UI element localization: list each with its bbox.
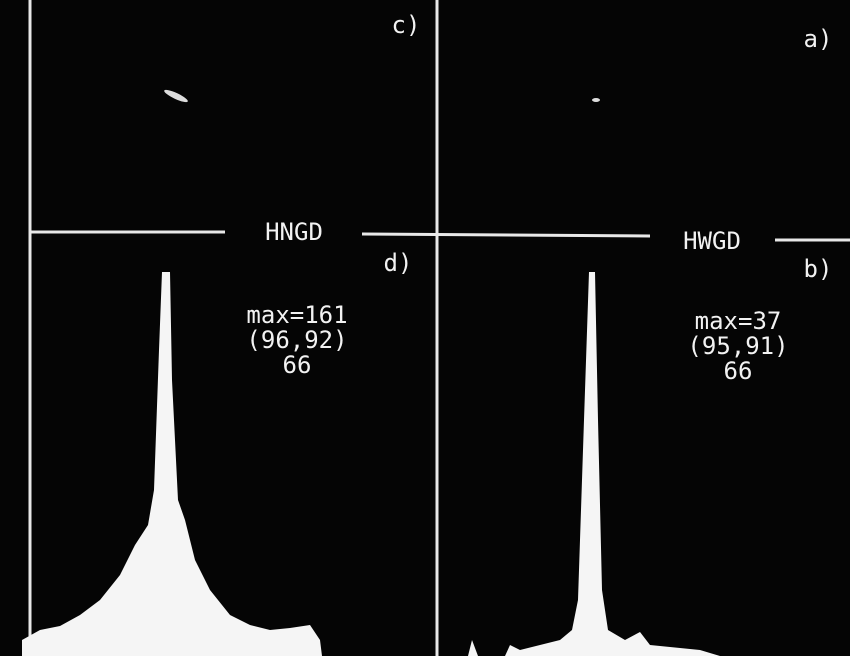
panel-label: a) [804, 25, 833, 53]
stat-text: max=161 [246, 301, 347, 329]
stat-text: 66 [283, 351, 312, 379]
page: {"panels": { "left": {"top_label": "c)",… [0, 0, 850, 656]
panel-title: HNGD [265, 218, 323, 246]
stat-text: 66 [724, 357, 753, 385]
panel-label: c) [392, 11, 421, 39]
image-spot [592, 98, 600, 102]
stat-text: (95,91) [687, 332, 788, 360]
panel-label: d) [384, 249, 413, 277]
separator [362, 234, 650, 236]
stat-text: max=37 [695, 307, 782, 335]
stat-text: (96,92) [246, 326, 347, 354]
screen: c) HNGD d) max=161 (96,92) 66 a) HWGD b)… [0, 0, 850, 656]
panel-title: HWGD [683, 227, 741, 255]
panel-label: b) [804, 255, 833, 283]
